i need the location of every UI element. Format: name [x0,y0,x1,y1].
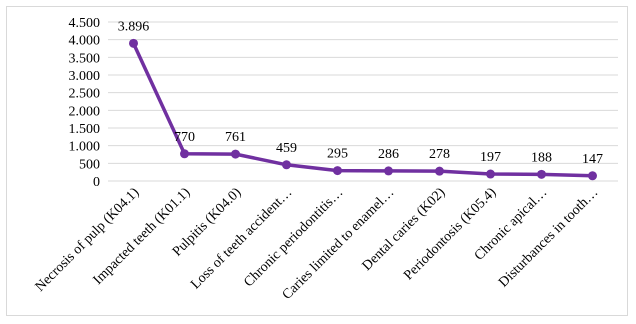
data-label: 770 [174,130,195,145]
x-axis-category-labels: Necrosis of pulp (K04.1)Impacted teeth (… [33,185,602,303]
data-label: 459 [276,141,297,156]
data-label: 3.896 [118,19,150,34]
y-tick-label: 2.500 [69,87,101,102]
y-tick-label: 1.000 [69,140,101,155]
y-tick-label: 3.500 [69,51,101,66]
series-line-layer [131,42,593,178]
data-label: 188 [531,150,552,165]
data-label: 761 [225,130,246,145]
category-label: Loss of teeth accident… [188,185,295,292]
category-label: Disturbances in tooth… [496,185,601,290]
data-points [129,38,597,181]
data-label: 147 [582,152,603,167]
data-point [588,171,597,181]
data-label: 278 [429,147,450,162]
data-point [435,166,444,176]
y-tick-label: 0 [93,175,100,190]
data-label: 197 [480,150,501,165]
category-label: Periodontosis (K05.4) [401,185,499,283]
data-point [384,166,393,176]
data-point [180,149,189,159]
y-tick-label: 500 [79,157,100,172]
category-label: Necrosis of pulp (K04.1) [33,185,143,295]
category-label: Chronic periodontitis… [241,185,346,290]
data-point [129,38,138,48]
data-labels: 3.896 770 761 459 295 286 278 197 188 147 [118,19,603,166]
y-tick-label: 4.500 [69,16,101,31]
data-point [537,169,546,179]
y-tick-label: 3.000 [69,69,101,84]
y-tick-label: 1.500 [69,122,101,137]
series-line [131,42,593,178]
y-tick-label: 4.000 [69,34,101,49]
data-point [282,160,291,170]
data-label: 295 [327,147,348,162]
category-label: Impacted teeth (K01.1) [91,185,194,288]
data-label: 286 [378,147,399,162]
gridlines [108,21,618,182]
data-point [486,169,495,179]
y-tick-label: 2.000 [69,104,101,119]
data-point [231,149,240,159]
y-axis-tick-labels: 0 500 1.000 1.500 2.000 2.500 3.000 3.500 4.000 4… [69,16,101,190]
data-point [333,166,342,176]
